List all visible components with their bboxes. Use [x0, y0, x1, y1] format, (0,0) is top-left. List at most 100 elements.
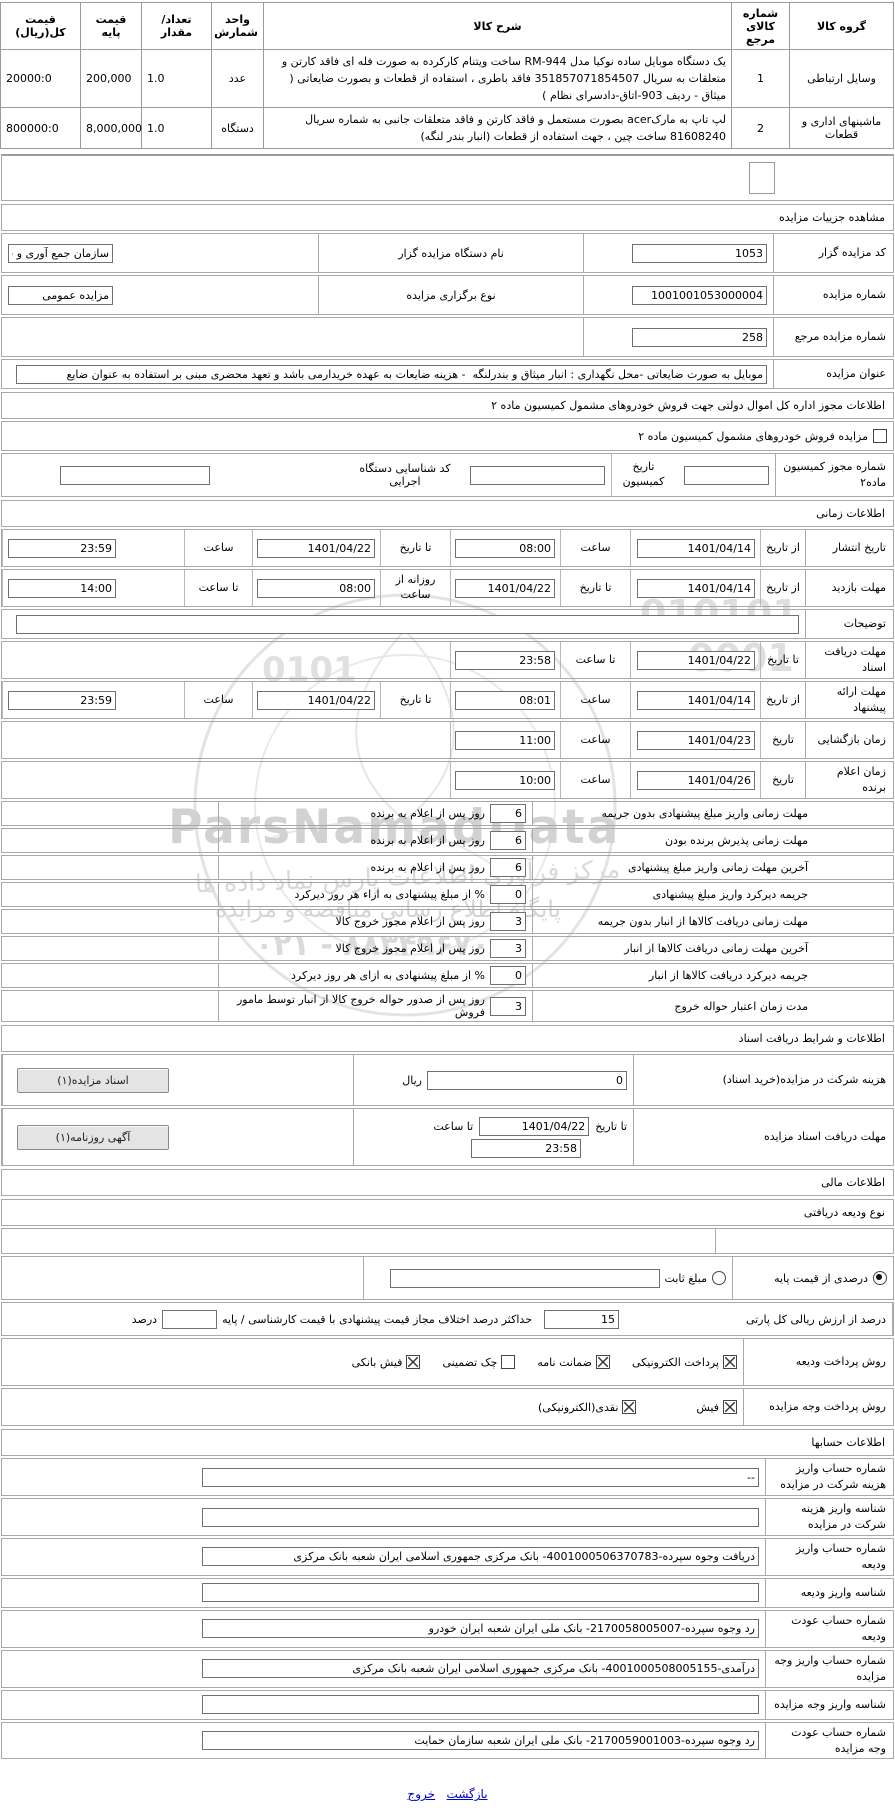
account-input[interactable] — [202, 1731, 759, 1751]
percent-cell: درصد از ارزش ریالی کل پارتی — [538, 1303, 893, 1336]
docs-deadline-date-input[interactable] — [479, 1116, 590, 1136]
max-diff-input[interactable] — [162, 1309, 218, 1329]
deposit-empty-row — [1, 1228, 894, 1255]
penalty-value-input[interactable] — [490, 966, 526, 986]
doc-deadline-time-input[interactable] — [455, 650, 555, 670]
penalty-value-input[interactable] — [490, 831, 526, 851]
section-deposit-type: نوع ودیعه دریافتی — [1, 1199, 894, 1227]
winner-date-input[interactable] — [637, 770, 755, 790]
commission-date-input[interactable] — [470, 465, 605, 485]
permit-no-input[interactable] — [684, 465, 769, 485]
offer-to-time-input[interactable] — [8, 690, 116, 710]
opening-date-cell — [630, 722, 760, 759]
visit-from-date-input[interactable] — [637, 578, 755, 598]
publish-to-date-input[interactable] — [257, 538, 375, 558]
detail-row-ref-no: شماره مزایده مرجع — [1, 317, 894, 358]
spacer — [2, 762, 450, 798]
guarantee-letter-checkbox[interactable] — [596, 1355, 610, 1370]
opening-label: زمان بازگشایی — [805, 722, 893, 759]
electronic-payment-label: پرداخت الکترونیکی — [632, 1355, 719, 1369]
certified-check-checkbox[interactable] — [501, 1355, 516, 1370]
account-input[interactable] — [202, 1583, 759, 1603]
visit-daily-to-input[interactable] — [8, 578, 116, 598]
spacer — [2, 802, 218, 825]
penalty-value-input[interactable] — [490, 912, 526, 932]
agency-code-input[interactable] — [60, 465, 210, 485]
penalty-suffix: روز پس از صدور حواله خروج کالا از انبار … — [236, 993, 485, 1020]
publish-from-date-input[interactable] — [637, 538, 755, 558]
publish-to-time-input[interactable] — [8, 538, 116, 558]
item-base-price: 8,000,000 — [80, 107, 142, 150]
doc-deadline-date-input[interactable] — [637, 650, 755, 670]
deposit-fixed-amount-input[interactable] — [389, 1268, 660, 1288]
receipt-label: فیش — [696, 1400, 719, 1414]
deposit-fixed-radio[interactable] — [712, 1271, 726, 1286]
visit-to-date-input[interactable] — [455, 578, 555, 598]
payment-method-options: فیش نقدی(الکترونیکی) — [2, 1389, 743, 1425]
offer-from-time-input[interactable] — [455, 690, 555, 710]
offer-to-date-cell — [252, 682, 380, 719]
auction-title-input[interactable] — [15, 364, 767, 384]
back-link[interactable]: بازگشت — [446, 1787, 488, 1802]
account-input[interactable] — [202, 1507, 759, 1527]
account-input[interactable] — [202, 1619, 759, 1639]
org-cell — [2, 234, 318, 272]
account-cell — [2, 1611, 765, 1647]
auction-type-input[interactable] — [8, 285, 113, 305]
timing-winner-row: زمان اعلام برنده تاریخ ساعت — [1, 761, 894, 800]
item-description: لپ تاپ به مارکacer بصورت مستعمل و فاقد ک… — [263, 107, 732, 150]
newspaper-ad-button[interactable]: آگهی روزنامه(۱) — [17, 1124, 169, 1150]
penalty-label: جریمه دیرکرد دریافت کالاها از انبار — [648, 969, 808, 983]
deposit-percent-radio[interactable] — [873, 1271, 887, 1286]
auction-title-cell — [2, 360, 773, 388]
org-input[interactable] — [8, 243, 113, 263]
timing-publish-row: تاریخ انتشار از تاریخ ساعت تا تاریخ ساعت — [1, 529, 894, 568]
penalty-value-cell: روز پس از اعلام مجوز خروج کالا — [218, 910, 533, 934]
account-input[interactable] — [202, 1467, 759, 1487]
offer-from-date-input[interactable] — [637, 690, 755, 710]
percent-input[interactable] — [544, 1309, 619, 1329]
offer-to-date-input[interactable] — [257, 690, 375, 710]
winner-label: زمان اعلام برنده — [805, 762, 893, 799]
penalty-value-input[interactable] — [490, 858, 526, 878]
exit-link[interactable]: خروج — [407, 1787, 436, 1802]
penalty-suffix: روز پس از اعلام مجوز خروج کالا — [335, 915, 486, 929]
timing-visit-row: مهلت بازدید از تاریخ تا تاریخ روزانه از … — [1, 569, 894, 608]
empty-checkbox[interactable] — [749, 162, 775, 195]
account-input[interactable] — [202, 1695, 759, 1715]
account-input[interactable] — [202, 1659, 759, 1679]
ma2-auction-checkbox[interactable] — [873, 429, 887, 444]
opening-time-input[interactable] — [455, 730, 555, 750]
notes-input[interactable] — [15, 614, 799, 634]
receipt-checkbox[interactable] — [723, 1400, 737, 1415]
bank-receipt-checkbox[interactable] — [406, 1355, 421, 1370]
opening-date-input[interactable] — [637, 730, 755, 750]
section-financial: اطلاعات مالی — [1, 1169, 894, 1197]
ref-no-input[interactable] — [632, 327, 767, 347]
account-cell — [2, 1691, 765, 1719]
winner-time-input[interactable] — [455, 770, 555, 790]
certified-check-label: چک تضمینی — [442, 1355, 498, 1369]
visit-to-date-cell — [450, 570, 560, 607]
electronic-payment-checkbox[interactable] — [723, 1355, 737, 1370]
docs-deadline-time-input[interactable] — [471, 1138, 581, 1158]
penalty-value-input[interactable] — [490, 885, 526, 905]
section-details: مشاهده جزییات مزایده — [1, 204, 894, 232]
cash-electronic-checkbox[interactable] — [622, 1400, 637, 1415]
item-quantity: 1.0 — [141, 107, 212, 150]
publish-to-label: تا تاریخ — [380, 530, 450, 567]
account-input[interactable] — [202, 1547, 759, 1567]
auction-documents-button[interactable]: اسناد مزایده(۱) — [17, 1067, 169, 1093]
auction-no-label: شماره مزایده — [773, 276, 893, 315]
penalty-value-input[interactable] — [490, 996, 526, 1016]
auction-no-input[interactable] — [632, 285, 767, 305]
visit-daily-from-input[interactable] — [257, 578, 375, 598]
fee-input[interactable] — [427, 1070, 627, 1090]
bidder-code-input[interactable] — [632, 243, 767, 263]
penalty-value-input[interactable] — [490, 939, 526, 959]
deposit-method-option: چک تضمینی — [442, 1355, 516, 1370]
penalty-value-input[interactable] — [490, 804, 526, 824]
publish-from-time-input[interactable] — [455, 538, 555, 558]
penalty-label: مهلت زمانی واریز مبلغ پیشنهادی بدون جریم… — [601, 807, 808, 821]
